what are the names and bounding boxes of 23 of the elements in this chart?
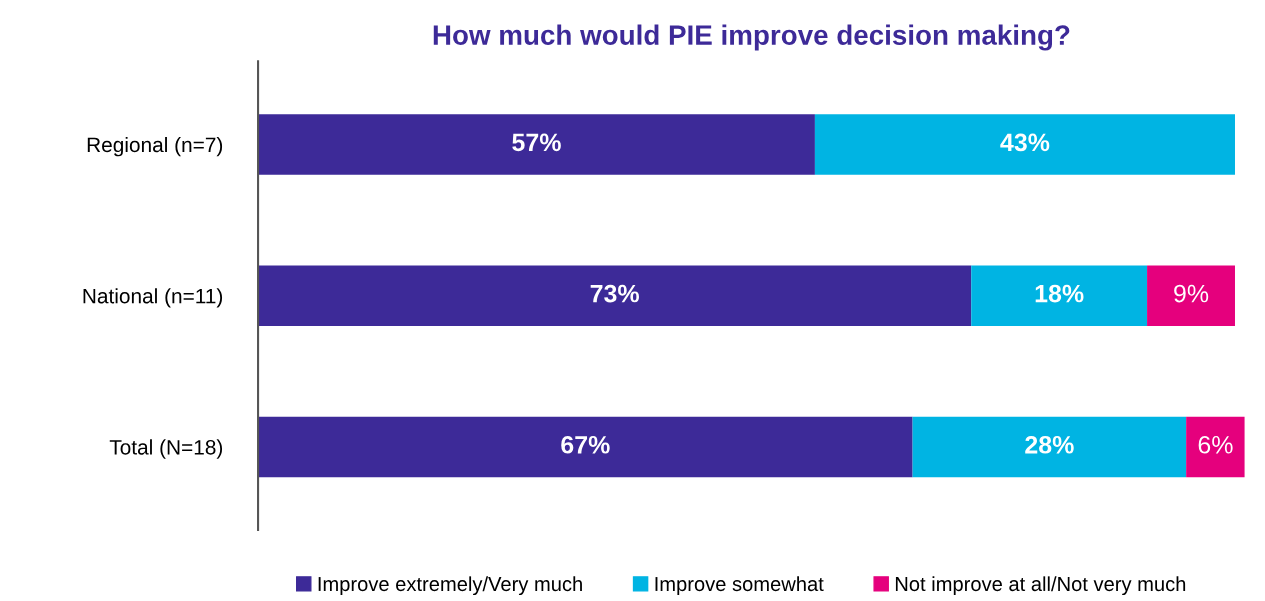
legend-label: Improve extremely/Very much [318,576,582,596]
y-tick-label: Total (N=18) [109,439,223,459]
y-tick-label: Regional (n=7) [87,136,223,157]
y-tick-label: National (n=11) [83,288,223,308]
bar [912,416,1187,478]
bar [1147,265,1235,326]
data-label: 73% [590,284,639,303]
data-label: 18% [1035,284,1084,303]
chart-title: How much would PIE improve decision making? [433,24,1070,51]
data-label: 43% [1000,133,1050,152]
legend-label: Not improve at all/Not very much [895,576,1186,596]
data-label: 9% [1174,284,1209,303]
data-label: 67% [561,435,610,454]
legend-label: Improve somewhat [655,576,824,596]
bar [258,265,972,326]
data-label: 57% [512,133,561,152]
bar [971,265,1148,326]
bar [814,114,1235,175]
data-label: 6% [1198,435,1233,454]
bar [1186,416,1245,478]
data-label: 28% [1025,435,1074,454]
bar [258,416,913,478]
bar [258,114,815,175]
